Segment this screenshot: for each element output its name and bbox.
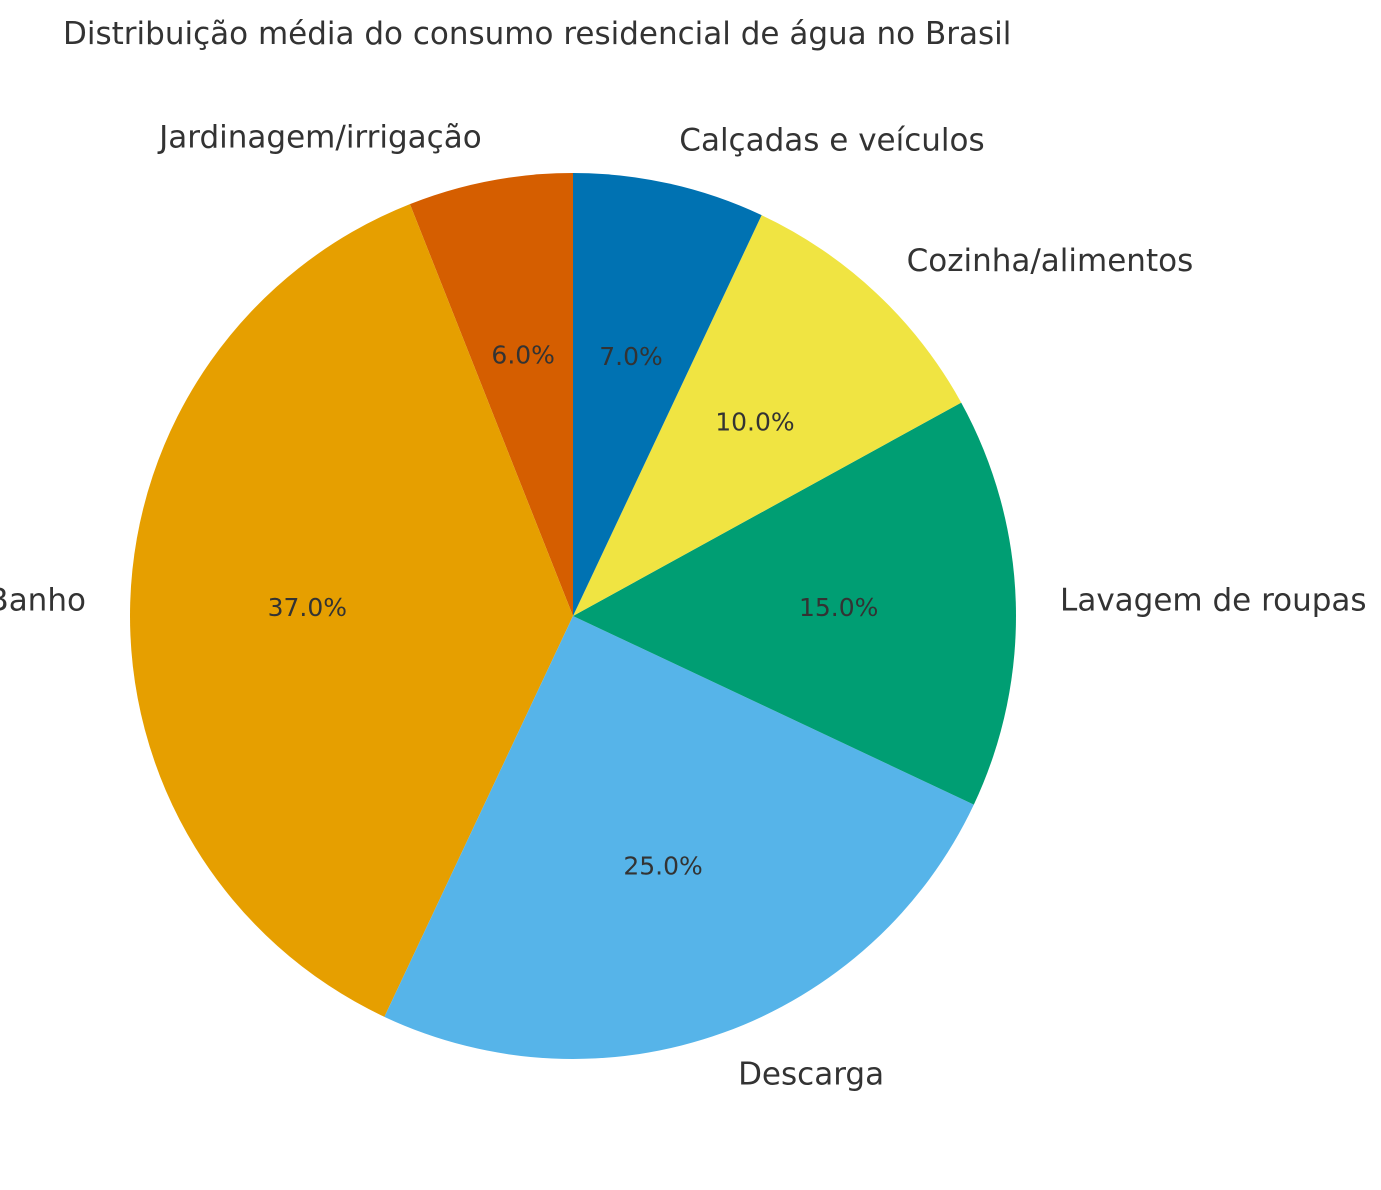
category-label-descarga: Descarga (738, 1056, 884, 1092)
percentage-labels: 6.0% 37.0% 25.0% 15.0% 10.0% 7.0% (268, 340, 879, 880)
pie-slice-cozinha-alimentos (573, 215, 962, 616)
pie-slice-descarga (384, 616, 974, 1060)
pie-slice-banho (129, 204, 574, 1017)
category-labels: Jardinagem/irrigação Banho Descarga Lavagem… (0, 119, 1367, 1092)
pct-label-banho: 37.0% (268, 593, 347, 622)
category-label-calcadas-e-veiculos: Calçadas e veículos (679, 122, 984, 158)
pct-label-jardinagem-irrigacao: 6.0% (491, 340, 555, 369)
pie-slices (129, 173, 1016, 1060)
pct-label-descarga: 25.0% (623, 852, 702, 881)
pie-slice-lavagem-de-roupas (573, 402, 1016, 805)
pie-slice-calcadas-e-veiculos (573, 173, 762, 616)
pie-slice-jardinagem-irrigacao (409, 173, 573, 616)
chart-title: Distribuição média do consumo residencia… (63, 16, 1012, 52)
category-label-banho: Banho (0, 583, 86, 619)
pct-label-calcadas-e-veiculos: 7.0% (599, 342, 663, 371)
category-label-cozinha-alimentos: Cozinha/alimentos (907, 243, 1194, 279)
pct-label-cozinha-alimentos: 10.0% (715, 408, 794, 437)
pct-label-lavagem-de-roupas: 15.0% (799, 593, 878, 622)
category-label-jardinagem-irrigacao: Jardinagem/irrigação (157, 119, 482, 155)
category-label-lavagem-de-roupas: Lavagem de roupas (1060, 583, 1367, 619)
